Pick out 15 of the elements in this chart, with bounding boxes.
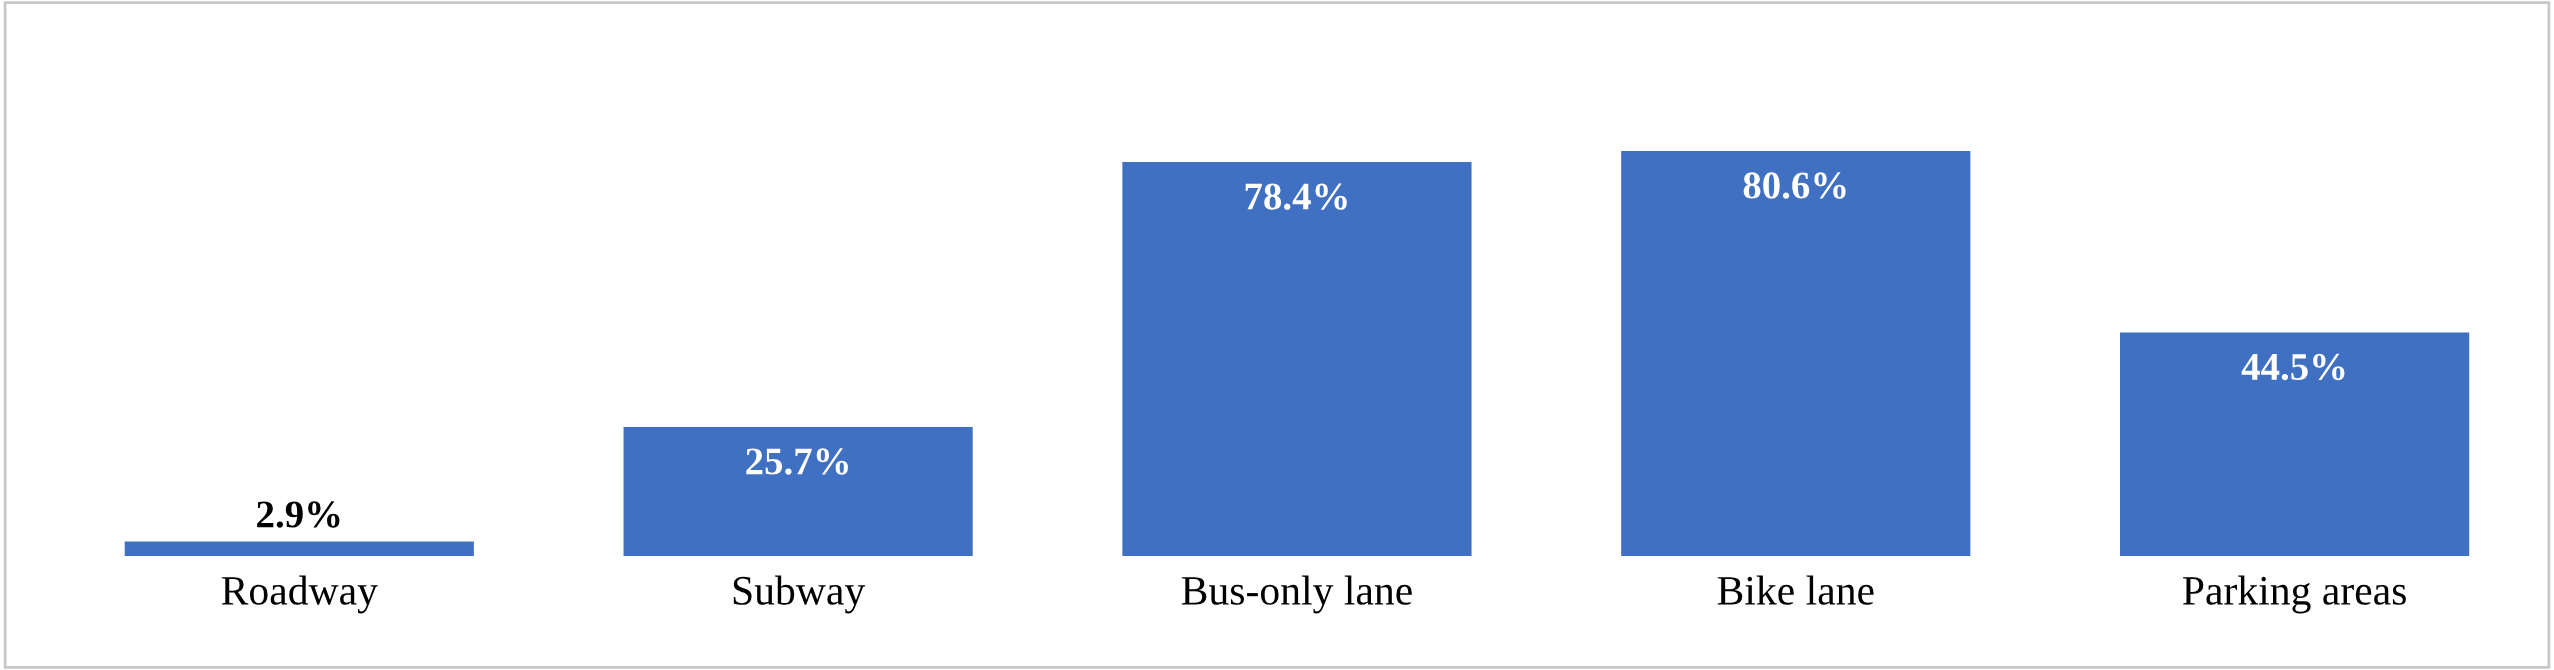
- bar: [1122, 162, 1472, 557]
- data-label: 25.7%: [746, 448, 848, 475]
- data-label: 80.6%: [1743, 172, 1846, 199]
- data-label: 44.5%: [2241, 353, 2345, 381]
- x-tick-label: Subway: [733, 575, 866, 614]
- bar: [1621, 150, 1971, 557]
- bar: [124, 541, 474, 557]
- bar: [623, 426, 973, 557]
- bar: [2120, 332, 2470, 557]
- x-tick-label: Bus-only lane: [1181, 575, 1412, 614]
- data-label: 78.4%: [1245, 183, 1347, 210]
- data-label: 2.9%: [257, 501, 340, 528]
- x-tick-label: Parking areas: [2183, 575, 2406, 614]
- x-tick-label: Bike lane: [1717, 575, 1874, 605]
- x-tick-label: Roadway: [221, 575, 378, 614]
